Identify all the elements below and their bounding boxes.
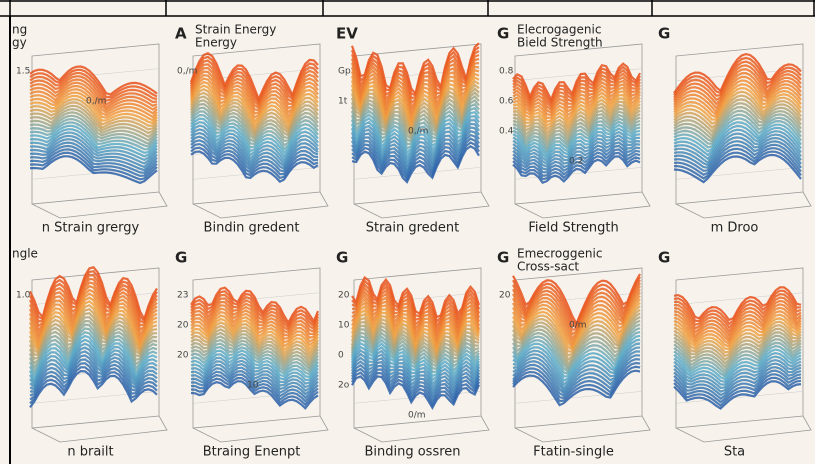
tick-label: 10 — [338, 321, 350, 331]
tick-label: 0,/m — [408, 127, 428, 137]
tick-label: 0.8 — [499, 67, 514, 77]
tick-label: 0/m — [569, 321, 587, 331]
panel-caption: Bindin gredent — [204, 221, 300, 236]
panel-caption: Binding ossren — [364, 445, 460, 460]
tick-label: Gp — [338, 67, 351, 77]
panel-letter: G — [497, 249, 509, 267]
panel-title: ng — [12, 23, 27, 37]
panel-caption: m Droo — [711, 221, 759, 236]
tick-label: 2o — [338, 381, 350, 391]
panel-letter: EV — [336, 25, 358, 43]
tick-label: 1.5 — [16, 67, 30, 77]
panel-letter: G — [658, 249, 670, 267]
tick-label: 20 — [338, 291, 350, 301]
tick-label: 10 — [247, 381, 259, 391]
panel-title: gy — [12, 36, 27, 50]
collage: nggy 1.5 0,/m n Strain grergy A Strain Energy… — [0, 0, 815, 464]
panel-caption: Ftatin-single — [533, 445, 614, 460]
tick-label: 0.2 — [569, 157, 583, 167]
panel-caption: Sta — [724, 445, 745, 460]
panel-caption: Strain gredent — [366, 221, 460, 236]
tick-label: 20 — [499, 291, 511, 301]
tick-label: 1t — [338, 97, 348, 107]
tick-label: 20 — [177, 321, 189, 331]
panel-caption: n brailt — [67, 445, 113, 460]
panel-caption: Field Strength — [528, 221, 618, 236]
panel-letter: A — [175, 25, 187, 43]
panel-title: Bield Strength — [517, 36, 603, 50]
panel-title: ngle — [12, 247, 38, 261]
tick-label: 0/m — [408, 411, 426, 421]
tick-label: 0,/m — [86, 97, 106, 107]
tick-label: 23 — [177, 291, 188, 301]
panel-letter: G — [497, 25, 509, 43]
panel-caption: n Strain grergy — [42, 221, 140, 236]
panel-caption: Btraing Enenpt — [203, 445, 301, 460]
tick-label: 20 — [177, 351, 189, 361]
panel-title: Cross-sact — [517, 260, 579, 274]
tick-label: 0,/m — [177, 67, 197, 77]
panel-letter: G — [336, 249, 348, 267]
panel-title: Emecroggenic — [517, 247, 602, 261]
tick-label: 0.4 — [499, 127, 514, 137]
tick-label: 1.0 — [16, 291, 31, 301]
panel-letter: G — [175, 249, 187, 267]
panel-letter: G — [658, 25, 670, 43]
panel-title: Elecrogagenic — [517, 23, 601, 37]
tick-label: 0 — [338, 351, 344, 361]
tick-label: 0.6 — [499, 97, 514, 107]
panel-title: Energy — [195, 36, 237, 50]
panel-title: Strain Energy — [195, 23, 276, 37]
